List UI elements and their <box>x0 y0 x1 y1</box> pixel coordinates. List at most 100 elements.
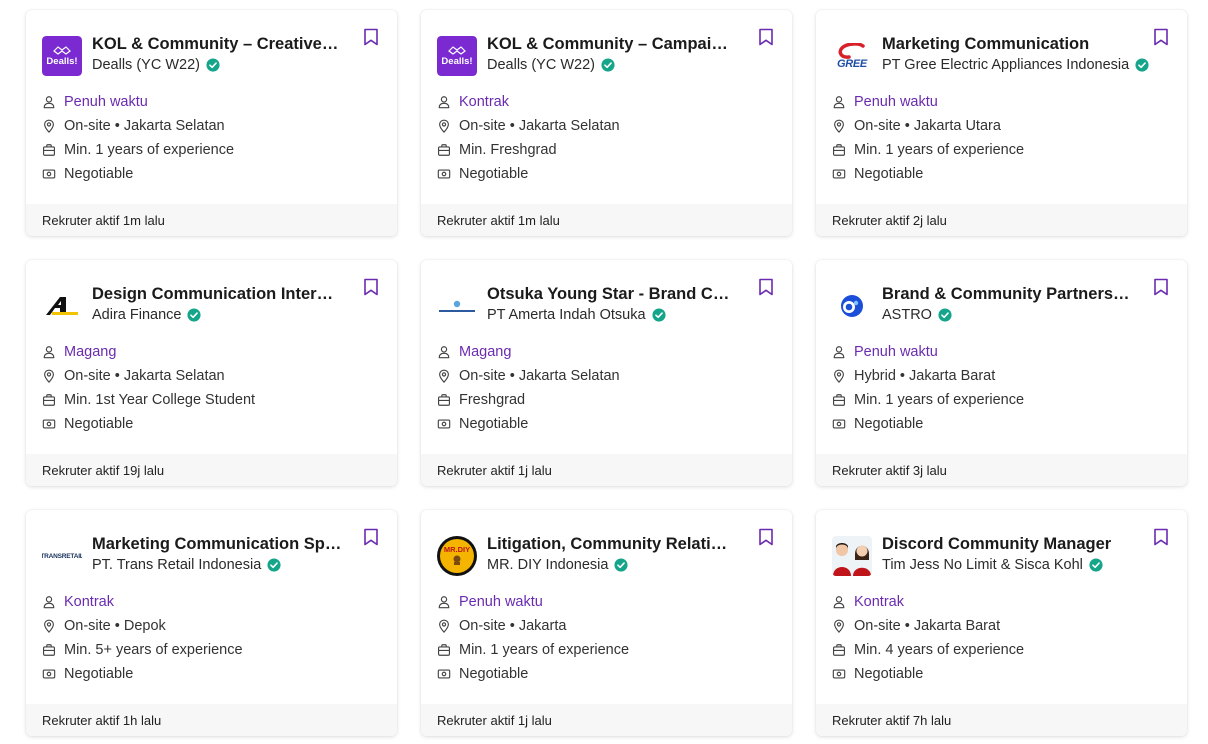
bookmark-icon[interactable] <box>1153 28 1169 46</box>
experience-row: Min. 1 years of experience <box>832 388 1024 412</box>
company-name[interactable]: PT Amerta Indah Otsuka <box>487 307 646 323</box>
job-title[interactable]: Design Communication Internship <box>92 285 342 303</box>
job-title[interactable]: Otsuka Young Star - Brand Communication <box>487 285 737 303</box>
briefcase-icon <box>833 644 845 656</box>
job-card[interactable]: Brand & Community Partnership Specialist… <box>816 260 1187 486</box>
astro-logo <box>832 286 872 326</box>
person-icon <box>43 346 55 359</box>
card-footer: Rekruter aktif 19j lalu <box>26 454 397 486</box>
experience: Min. 4 years of experience <box>854 642 1025 658</box>
salary: Negotiable <box>459 166 529 182</box>
person-icon <box>833 346 845 359</box>
salary: Negotiable <box>854 416 924 432</box>
company-name[interactable]: MR. DIY Indonesia <box>487 557 609 573</box>
person-icon <box>833 96 845 109</box>
mrdiy-logo: MR.DIY <box>437 536 477 576</box>
location: On-site • Jakarta Utara <box>854 118 1001 134</box>
recruiter-activity: Rekruter aktif 1j lalu <box>437 712 552 728</box>
salary-row: Negotiable <box>42 412 255 436</box>
location: On-site • Jakarta Selatan <box>459 118 620 134</box>
verified-badge-icon <box>206 58 220 72</box>
job-card[interactable]: Discord Community Manager Tim Jess No Li… <box>816 510 1187 736</box>
bookmark-icon[interactable] <box>1153 528 1169 546</box>
job-title[interactable]: KOL & Community – Campaign Specialist <box>487 35 737 53</box>
company-logo: Dealls! <box>437 36 477 76</box>
bookmark-icon[interactable] <box>1153 278 1169 296</box>
employment-type-row: Kontrak <box>437 90 620 114</box>
company-name[interactable]: Adira Finance <box>92 307 182 323</box>
card-footer: Rekruter aktif 1j lalu <box>421 704 792 736</box>
experience: Min. 1 years of experience <box>854 392 1025 408</box>
salary-row: Negotiable <box>437 412 620 436</box>
verified-badge-icon <box>267 558 281 572</box>
company-logo: GREE <box>832 36 872 76</box>
employment-type: Kontrak <box>64 594 114 610</box>
money-icon <box>437 169 451 179</box>
job-card[interactable]: TRANSRETAIL Marketing Communication Spec… <box>26 510 397 736</box>
location-row: Hybrid • Jakarta Barat <box>832 364 1024 388</box>
job-card[interactable]: GREE Marketing Communication PT Gree Ele… <box>816 10 1187 236</box>
experience-row: Min. 1 years of experience <box>42 138 234 162</box>
job-title[interactable]: Litigation, Community Relations <box>487 535 737 553</box>
location: On-site • Jakarta Selatan <box>459 368 620 384</box>
employment-type: Kontrak <box>854 594 904 610</box>
recruiter-activity: Rekruter aktif 1m lalu <box>42 212 165 228</box>
money-icon <box>42 669 56 679</box>
briefcase-icon <box>438 644 450 656</box>
company-name[interactable]: Dealls (YC W22) <box>92 57 200 73</box>
employment-type-row: Magang <box>42 340 255 364</box>
location: Hybrid • Jakarta Barat <box>854 368 996 384</box>
location-pin-icon <box>834 119 844 133</box>
location-row: On-site • Jakarta Selatan <box>437 364 620 388</box>
money-icon <box>832 169 846 179</box>
briefcase-icon <box>438 144 450 156</box>
location-pin-icon <box>439 619 449 633</box>
job-title[interactable]: Brand & Community Partnership Specialist <box>882 285 1132 303</box>
bookmark-icon[interactable] <box>363 28 379 46</box>
job-title[interactable]: Discord Community Manager <box>882 535 1112 553</box>
company-logo: Dealls! <box>42 36 82 76</box>
person-icon <box>43 596 55 609</box>
location-pin-icon <box>834 369 844 383</box>
experience: Min. 1 years of experience <box>64 142 235 158</box>
otsuka-logo <box>437 286 477 326</box>
card-footer: Rekruter aktif 1h lalu <box>26 704 397 736</box>
job-card[interactable]: Otsuka Young Star - Brand Communication … <box>421 260 792 486</box>
location-row: On-site • Depok <box>42 614 243 638</box>
card-footer: Rekruter aktif 7h lalu <box>816 704 1187 736</box>
recruiter-activity: Rekruter aktif 19j lalu <box>42 462 165 478</box>
bookmark-icon[interactable] <box>758 528 774 546</box>
location-pin-icon <box>44 369 54 383</box>
location-pin-icon <box>439 119 449 133</box>
company-name[interactable]: PT Gree Electric Appliances Indonesia <box>882 57 1130 73</box>
job-card[interactable]: MR.DIY Litigation, Community Relations M… <box>421 510 792 736</box>
company-name[interactable]: Tim Jess No Limit & Sisca Kohl <box>882 557 1083 573</box>
job-card[interactable]: Dealls! KOL & Community – Campaign Speci… <box>421 10 792 236</box>
job-title[interactable]: KOL & Community – Creative Team <box>92 35 342 53</box>
job-title[interactable]: Marketing Communication Specialist <box>92 535 342 553</box>
bookmark-icon[interactable] <box>363 278 379 296</box>
company-name[interactable]: Dealls (YC W22) <box>487 57 595 73</box>
job-card[interactable]: Dealls! KOL & Community – Creative Team … <box>26 10 397 236</box>
verified-badge-icon <box>651 308 666 322</box>
card-footer: Rekruter aktif 1m lalu <box>26 204 397 236</box>
card-footer: Rekruter aktif 2j lalu <box>816 204 1187 236</box>
location-row: On-site • Jakarta Selatan <box>42 114 234 138</box>
company-name[interactable]: PT. Trans Retail Indonesia <box>92 557 262 573</box>
person-icon <box>833 596 845 609</box>
experience: Min. 1st Year College Student <box>64 392 256 408</box>
experience-row: Freshgrad <box>437 388 620 412</box>
bookmark-icon[interactable] <box>758 278 774 296</box>
bookmark-icon[interactable] <box>363 528 379 546</box>
company-name[interactable]: ASTRO <box>882 307 932 323</box>
gree-logo: GREE <box>832 36 872 76</box>
recruiter-activity: Rekruter aktif 7h lalu <box>832 712 952 728</box>
person-icon <box>43 96 55 109</box>
company-logo <box>42 286 82 326</box>
job-card[interactable]: Design Communication Internship Adira Fi… <box>26 260 397 486</box>
bookmark-icon[interactable] <box>758 28 774 46</box>
location: On-site • Jakarta Selatan <box>64 118 225 134</box>
employment-type: Magang <box>64 344 117 360</box>
profile-photo-logo <box>832 536 872 576</box>
job-title[interactable]: Marketing Communication <box>882 35 1090 53</box>
